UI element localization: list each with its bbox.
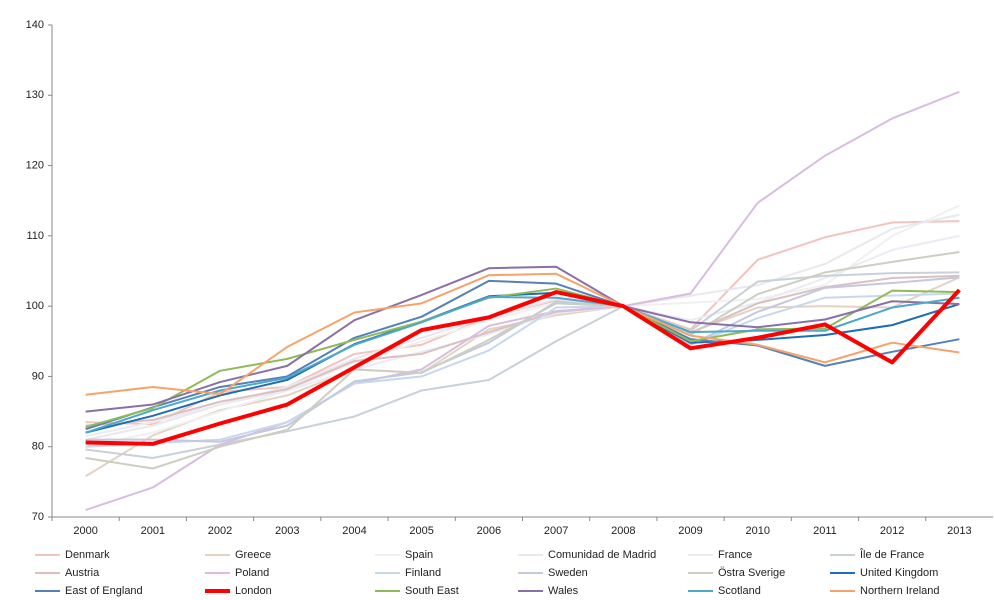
- legend-label: Comunidad de Madrid: [548, 549, 656, 561]
- legend-label: Sweden: [548, 567, 588, 579]
- series-line: [85, 291, 960, 434]
- series-line: [85, 296, 960, 434]
- series-line: [85, 265, 960, 413]
- legend-label: East of England: [65, 585, 143, 597]
- x-tick-label: 2009: [678, 525, 702, 537]
- legend-label: Île de France: [859, 548, 924, 561]
- y-tick-label: 120: [26, 159, 44, 171]
- legend-label: Austria: [65, 567, 100, 579]
- x-tick-label: 2005: [409, 525, 433, 537]
- series-line: [85, 272, 960, 396]
- x-tick-label: 2001: [141, 525, 165, 537]
- x-tick-label: 2011: [813, 525, 837, 537]
- x-tick-label: 2003: [275, 525, 299, 537]
- x-tick-label: 2013: [947, 525, 971, 537]
- y-tick-label: 100: [26, 300, 44, 312]
- legend-label: Northern Ireland: [860, 585, 940, 597]
- series-line: [85, 234, 960, 438]
- x-tick-label: 2000: [73, 525, 97, 537]
- x-tick-label: 2004: [342, 525, 366, 537]
- x-tick-label: 2010: [746, 525, 770, 537]
- legend-label: Östra Sverige: [718, 567, 785, 579]
- y-tick-label: 130: [26, 89, 44, 101]
- x-tick-label: 2012: [880, 525, 904, 537]
- y-tick-label: 80: [32, 441, 44, 453]
- y-tick-label: 70: [32, 511, 44, 523]
- x-tick-label: 2008: [611, 525, 635, 537]
- legend-label: Finland: [405, 567, 441, 579]
- legend-label: Scotland: [718, 585, 761, 597]
- legend-label: London: [235, 585, 272, 597]
- y-tick-label: 140: [26, 19, 44, 31]
- legend-label: Greece: [235, 549, 271, 561]
- legend-label: South East: [405, 585, 459, 597]
- x-tick-label: 2007: [544, 525, 568, 537]
- y-tick-label: 110: [26, 230, 44, 242]
- legend-label: Denmark: [65, 549, 110, 561]
- legend-label: Poland: [235, 567, 269, 579]
- x-tick-label: 2002: [208, 525, 232, 537]
- series-line: [85, 292, 960, 448]
- series-line: [85, 251, 960, 470]
- series-line: [85, 287, 960, 428]
- legend-label: France: [718, 549, 752, 561]
- x-tick-label: 2006: [477, 525, 501, 537]
- series-line: [85, 90, 960, 511]
- legend-label: Spain: [405, 549, 433, 561]
- legend-label: Wales: [548, 585, 579, 597]
- series-line: [85, 288, 961, 446]
- y-tick-label: 90: [32, 370, 44, 382]
- legend-label: United Kingdom: [860, 567, 938, 579]
- series-line: [85, 204, 960, 448]
